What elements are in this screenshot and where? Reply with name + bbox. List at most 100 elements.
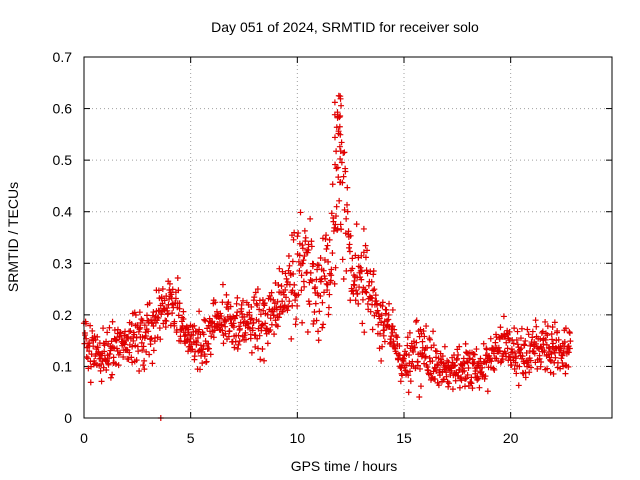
data-point — [82, 332, 89, 339]
data-point — [340, 173, 347, 180]
data-point — [439, 353, 446, 360]
data-point — [338, 226, 345, 233]
data-point — [136, 367, 143, 374]
data-point — [315, 328, 322, 335]
data-point — [550, 370, 557, 377]
data-point — [163, 318, 170, 325]
data-point — [566, 330, 573, 336]
chart-title: Day 051 of 2024, SRMTID for receiver sol… — [211, 19, 479, 35]
data-point — [236, 338, 243, 345]
axis-ticks: 0 0.1 0.2 0.3 0.4 0.5 0.6 0.7 0 5 10 15 20 — [53, 49, 612, 446]
data-point — [270, 296, 277, 303]
data-point — [223, 318, 230, 325]
data-point — [275, 281, 282, 288]
data-point — [161, 297, 168, 304]
data-point — [481, 375, 488, 382]
data-point — [249, 327, 256, 334]
data-point — [338, 139, 345, 146]
data-point — [364, 247, 371, 254]
data-point — [369, 295, 376, 302]
data-point — [312, 284, 319, 291]
data-point — [150, 347, 157, 354]
data-point — [132, 342, 139, 349]
data-point — [264, 340, 271, 347]
data-point — [463, 375, 470, 382]
data-point — [434, 361, 441, 368]
data-point — [286, 298, 293, 305]
data-point — [283, 275, 290, 282]
data-point — [547, 358, 554, 365]
data-point — [513, 370, 520, 377]
data-point — [389, 323, 396, 330]
data-point — [362, 288, 369, 295]
data-point — [181, 333, 188, 340]
data-point — [159, 300, 166, 307]
data-point — [406, 352, 413, 359]
data-point — [185, 326, 192, 333]
data-point — [449, 386, 456, 393]
data-point — [461, 367, 468, 374]
data-point — [345, 228, 352, 235]
data-point — [126, 349, 133, 356]
data-point — [472, 368, 479, 375]
data-point — [288, 335, 295, 342]
data-point — [361, 329, 368, 336]
data-point — [328, 272, 335, 279]
data-point — [221, 316, 228, 323]
data-point — [558, 345, 565, 352]
data-point — [414, 362, 421, 369]
data-point — [333, 148, 340, 155]
data-point — [319, 299, 326, 306]
data-point — [339, 179, 346, 186]
data-point — [260, 300, 267, 307]
data-point — [496, 348, 503, 355]
data-point — [259, 321, 266, 328]
data-point — [369, 326, 376, 333]
data-point — [201, 316, 208, 323]
data-point — [337, 155, 344, 162]
data-point — [529, 334, 536, 341]
data-point — [120, 353, 127, 360]
data-point — [374, 307, 381, 314]
data-point — [484, 388, 491, 395]
data-point — [242, 329, 249, 336]
data-point — [405, 372, 412, 379]
data-point — [305, 241, 312, 248]
data-point — [394, 334, 401, 341]
data-point — [183, 337, 190, 344]
data-point — [386, 300, 393, 307]
data-point — [378, 312, 385, 319]
data-point — [371, 286, 378, 293]
data-point — [106, 324, 113, 331]
data-point — [524, 326, 531, 333]
data-point — [402, 348, 409, 355]
data-point — [355, 300, 362, 307]
data-point — [128, 320, 135, 327]
data-point — [445, 383, 452, 390]
data-point — [546, 356, 553, 363]
data-point — [338, 159, 345, 166]
data-point — [155, 315, 162, 322]
data-point — [226, 327, 233, 334]
data-point — [407, 378, 414, 385]
data-point — [406, 329, 413, 336]
data-point — [436, 372, 443, 379]
data-point — [473, 346, 480, 353]
data-point — [191, 322, 198, 329]
data-point — [409, 358, 416, 365]
data-point — [413, 339, 420, 346]
data-point — [349, 265, 356, 272]
data-point — [324, 287, 331, 294]
data-point — [227, 303, 234, 310]
data-point — [465, 365, 472, 372]
x-tick-label: 5 — [187, 430, 195, 446]
data-point — [510, 340, 517, 347]
data-point — [255, 318, 262, 325]
data-point — [452, 362, 459, 369]
data-point — [532, 317, 539, 324]
x-tick-label: 20 — [503, 430, 519, 446]
data-point — [299, 319, 306, 326]
data-point — [299, 260, 306, 267]
data-point — [97, 367, 104, 374]
data-point — [141, 322, 148, 329]
